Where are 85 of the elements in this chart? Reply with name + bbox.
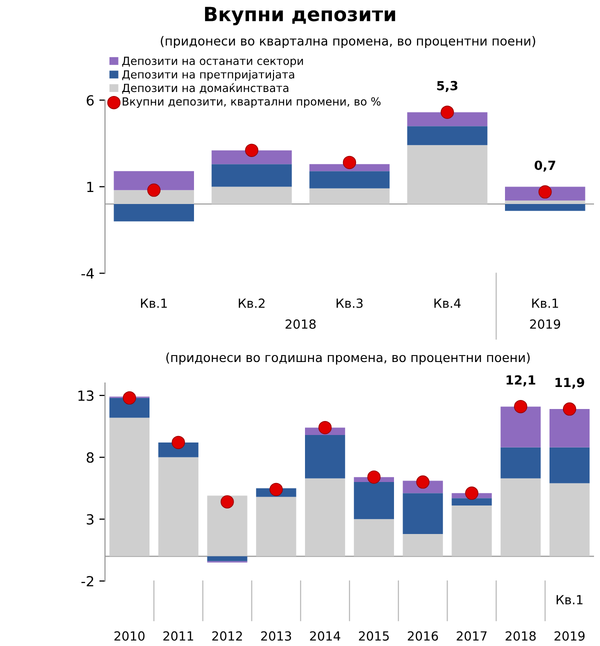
x-tick-label: Кв.2 [238, 298, 265, 308]
bar [158, 457, 198, 556]
point [416, 475, 430, 489]
text: 2019 [530, 319, 560, 329]
point [270, 482, 283, 496]
point [318, 420, 332, 434]
bar [109, 418, 150, 556]
legend-label: Депозити на претпријатијата [122, 70, 294, 81]
bar [407, 145, 488, 204]
y-tick-label: -2 [81, 576, 94, 586]
x-tick-label: Кв.4 [434, 298, 461, 308]
bar [407, 126, 488, 146]
y-tick-label: 3 [86, 514, 94, 525]
y-tick-label: 1 [87, 182, 94, 192]
bar [550, 483, 590, 556]
point [172, 436, 185, 450]
chart-subtitle: (придонеси во квартална промена, во процентни поени) [160, 36, 536, 48]
x-tick-label: 2012 [212, 631, 242, 641]
bar [212, 186, 292, 204]
point [122, 391, 136, 405]
y-tick-label: 8 [86, 452, 94, 463]
chart-title: Вкупни депозити [205, 6, 396, 26]
bar [354, 519, 394, 556]
point [465, 486, 478, 500]
x-tick-label: 2011 [163, 631, 194, 641]
bar [550, 447, 590, 484]
bar [207, 556, 248, 562]
bar [305, 478, 346, 556]
bar [500, 447, 541, 478]
bar [452, 498, 492, 506]
bar [402, 493, 443, 534]
data-label: 5,3 [437, 80, 458, 92]
point [342, 156, 356, 170]
point [514, 400, 528, 414]
y-tick-label: 13 [78, 390, 94, 401]
point [367, 470, 381, 484]
point [440, 106, 454, 119]
bar [212, 150, 292, 164]
bar [407, 112, 488, 126]
bar [114, 190, 194, 204]
x-tick-label: 2018 [506, 631, 536, 641]
y-tick-label: -4 [81, 268, 94, 279]
bar [309, 188, 390, 204]
x-tick-label: 2019 [554, 631, 585, 641]
point [147, 184, 161, 197]
bar [309, 164, 390, 172]
x-tick-label: 2017 [456, 631, 487, 641]
legend-label: Вкупни депозити, квартални промени, во % [122, 97, 381, 108]
bar [207, 496, 248, 556]
bar [452, 506, 492, 556]
text: Кв.1 [556, 595, 582, 604]
x-tick-label: 2010 [114, 631, 145, 641]
legend-label: Депозити на останати сектори [122, 56, 303, 68]
bar [114, 204, 194, 222]
bar [500, 406, 541, 448]
data-label: 0,7 [534, 160, 556, 172]
data-label: 11,9 [556, 378, 584, 389]
bar [212, 164, 292, 187]
bar [505, 200, 586, 204]
bar [505, 204, 586, 211]
x-tick-label: Кв.3 [336, 298, 363, 308]
point [245, 144, 258, 157]
y-tick-label: 6 [86, 95, 94, 106]
data-label: 12,1 [506, 375, 536, 386]
bar [305, 435, 346, 478]
bar [256, 496, 296, 556]
x-tick-label: Кв.1 [141, 298, 167, 308]
bar [114, 171, 194, 190]
text: 2018 [286, 319, 316, 329]
bar [402, 534, 443, 556]
bar [309, 171, 390, 188]
x-tick-label: 2015 [358, 631, 389, 641]
legend-label: Депозити на домаќинствата [122, 83, 288, 94]
bar [550, 409, 590, 448]
bar [109, 398, 150, 418]
point [220, 495, 234, 508]
point [538, 185, 552, 199]
bar [500, 478, 541, 556]
x-tick-label: 2013 [261, 631, 292, 641]
point [562, 402, 576, 416]
x-tick-label: 2014 [310, 631, 340, 641]
chart-subtitle: (придонеси во годишна промена, во процентни поени) [166, 352, 530, 365]
x-tick-label: 2016 [408, 631, 438, 641]
x-tick-label: Кв.1 [532, 298, 558, 308]
bar [354, 482, 394, 520]
